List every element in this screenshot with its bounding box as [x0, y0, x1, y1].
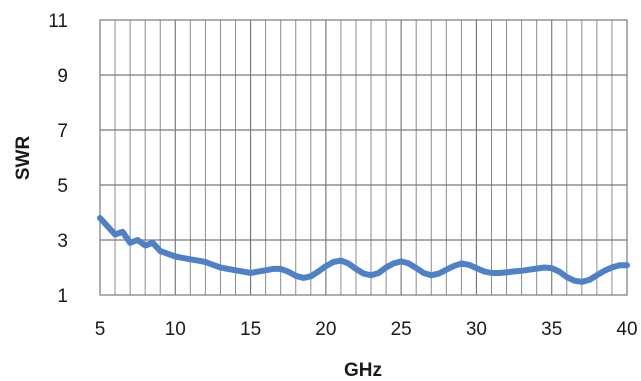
swr-series-line	[97, 215, 630, 285]
plot-area-border	[99, 19, 628, 296]
y-tick-label: 1	[57, 286, 68, 307]
x-tick-label: 15	[240, 319, 261, 340]
y-tick-label: 7	[57, 121, 68, 142]
x-tick-label: 30	[466, 319, 487, 340]
grid	[100, 20, 627, 295]
x-tick-label: 20	[315, 319, 336, 340]
y-tick-label: 9	[57, 66, 68, 87]
x-axis-ticks: 5 10 15 20 25 30 35 40	[95, 319, 638, 340]
y-axis-ticks: 1 3 5 7 9 11	[48, 11, 68, 307]
y-tick-label: 5	[57, 176, 68, 197]
y-tick-label: 11	[48, 11, 68, 32]
x-tick-label: 25	[391, 319, 412, 340]
x-tick-label: 5	[95, 319, 106, 340]
y-tick-label: 3	[57, 231, 68, 252]
x-tick-label: 10	[165, 319, 186, 340]
x-tick-label: 40	[616, 319, 637, 340]
series-layer	[97, 215, 630, 285]
x-axis-label: GHz	[344, 360, 382, 381]
x-tick-label: 35	[541, 319, 562, 340]
y-axis-label: SWR	[13, 136, 34, 181]
